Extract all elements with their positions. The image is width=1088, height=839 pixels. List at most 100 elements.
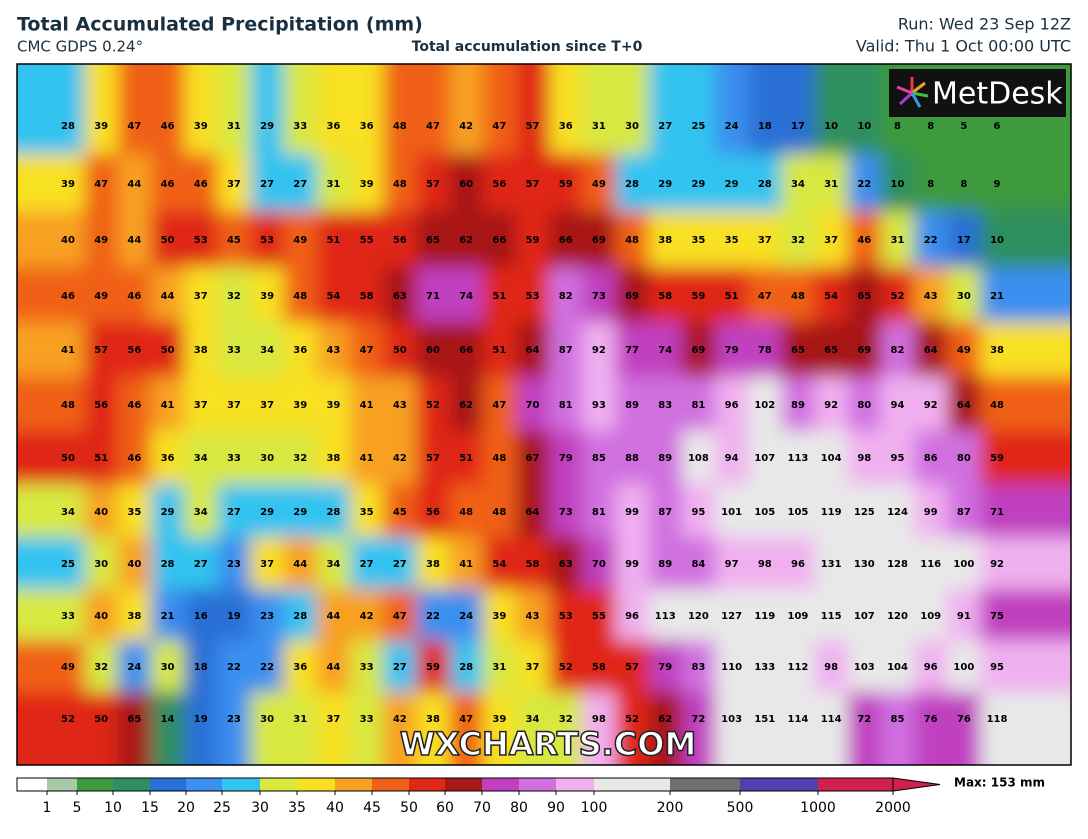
cell xyxy=(117,211,152,268)
value-label: 45 xyxy=(393,507,407,518)
cell xyxy=(980,211,1071,268)
value-label: 52 xyxy=(61,714,75,725)
value-label: 37 xyxy=(526,662,540,673)
cell xyxy=(217,211,251,268)
cell xyxy=(549,211,583,268)
cell xyxy=(615,430,650,485)
value-label: 48 xyxy=(492,507,506,518)
cell xyxy=(814,484,849,538)
value-label: 74 xyxy=(459,291,473,302)
cell xyxy=(17,322,86,377)
cell xyxy=(150,154,185,212)
cell xyxy=(582,322,616,377)
cell xyxy=(748,211,782,268)
value-label: 104 xyxy=(887,662,908,673)
cell xyxy=(814,64,849,155)
value-label: 46 xyxy=(194,179,208,190)
colorbar-segment xyxy=(113,778,150,791)
value-label: 62 xyxy=(459,400,473,411)
cell xyxy=(250,64,285,155)
value-label: 48 xyxy=(492,453,506,464)
colorbar-frame xyxy=(16,777,894,792)
value-label: 58 xyxy=(658,291,672,302)
value-label: 47 xyxy=(492,400,506,411)
value-label: 8 xyxy=(894,121,901,132)
value-label: 51 xyxy=(492,291,506,302)
cell xyxy=(715,154,749,212)
subtitle: Total accumulation since T+0 xyxy=(412,39,643,55)
cell xyxy=(648,484,683,538)
value-label: 19 xyxy=(194,714,208,725)
cell xyxy=(117,430,152,485)
cell xyxy=(515,64,550,155)
model: CMC GDPS 0.24° xyxy=(17,38,143,56)
cell xyxy=(847,640,882,693)
value-label: 53 xyxy=(260,235,274,246)
value-label: 57 xyxy=(526,121,540,132)
value-label: 119 xyxy=(754,611,775,622)
value-label: 17 xyxy=(791,121,805,132)
value-label: 51 xyxy=(326,235,340,246)
value-label: 32 xyxy=(227,291,241,302)
value-label: 56 xyxy=(393,235,407,246)
cell xyxy=(283,267,318,323)
cell xyxy=(582,589,616,641)
value-label: 27 xyxy=(227,507,241,518)
cell xyxy=(117,589,152,641)
value-label: 59 xyxy=(526,235,540,246)
value-label: 32 xyxy=(293,453,307,464)
cell xyxy=(383,211,417,268)
cell xyxy=(947,267,981,323)
value-label: 53 xyxy=(194,235,208,246)
value-label: 81 xyxy=(691,400,705,411)
run: Run: Wed 23 Sep 12Z xyxy=(898,15,1071,34)
cell xyxy=(781,537,816,590)
colorbar-tick-label: 90 xyxy=(547,800,565,816)
value-label: 93 xyxy=(592,400,606,411)
cell xyxy=(615,322,650,377)
cell xyxy=(980,322,1071,377)
cell xyxy=(515,589,550,641)
value-label: 24 xyxy=(725,121,739,132)
cell xyxy=(449,154,484,212)
cell xyxy=(283,64,318,155)
value-label: 29 xyxy=(161,507,175,518)
cell xyxy=(549,484,583,538)
cell xyxy=(350,322,384,377)
cell xyxy=(914,484,948,538)
value-label: 98 xyxy=(592,714,606,725)
value-label: 81 xyxy=(592,507,606,518)
cell xyxy=(250,267,285,323)
cell xyxy=(217,640,251,693)
value-label: 34 xyxy=(194,507,208,518)
value-label: 34 xyxy=(61,507,75,518)
cell xyxy=(515,322,550,377)
value-label: 72 xyxy=(691,714,705,725)
value-label: 127 xyxy=(721,611,742,622)
cell xyxy=(681,692,716,765)
cell xyxy=(549,154,583,212)
cell xyxy=(150,692,185,765)
cell xyxy=(914,692,948,765)
value-label: 79 xyxy=(559,453,573,464)
cell xyxy=(748,589,782,641)
cell xyxy=(117,64,152,155)
value-label: 82 xyxy=(891,345,905,356)
cell xyxy=(914,211,948,268)
cell xyxy=(184,692,218,765)
cell xyxy=(980,484,1071,538)
colorbar: 1 5 10 15 20 25 30 35 40 45 50 60 70 80 90 100 200 500 100… xyxy=(16,777,941,816)
cell xyxy=(582,484,616,538)
value-label: 31 xyxy=(326,179,340,190)
value-label: 54 xyxy=(492,559,506,570)
max-label: Max: 153 mm xyxy=(954,776,1045,790)
cell xyxy=(814,211,849,268)
value-label: 81 xyxy=(559,400,573,411)
value-label: 36 xyxy=(360,121,374,132)
cell xyxy=(715,537,749,590)
value-label: 44 xyxy=(127,235,141,246)
cell xyxy=(847,430,882,485)
value-label: 99 xyxy=(625,507,639,518)
value-label: 42 xyxy=(393,453,407,464)
value-label: 53 xyxy=(559,611,573,622)
